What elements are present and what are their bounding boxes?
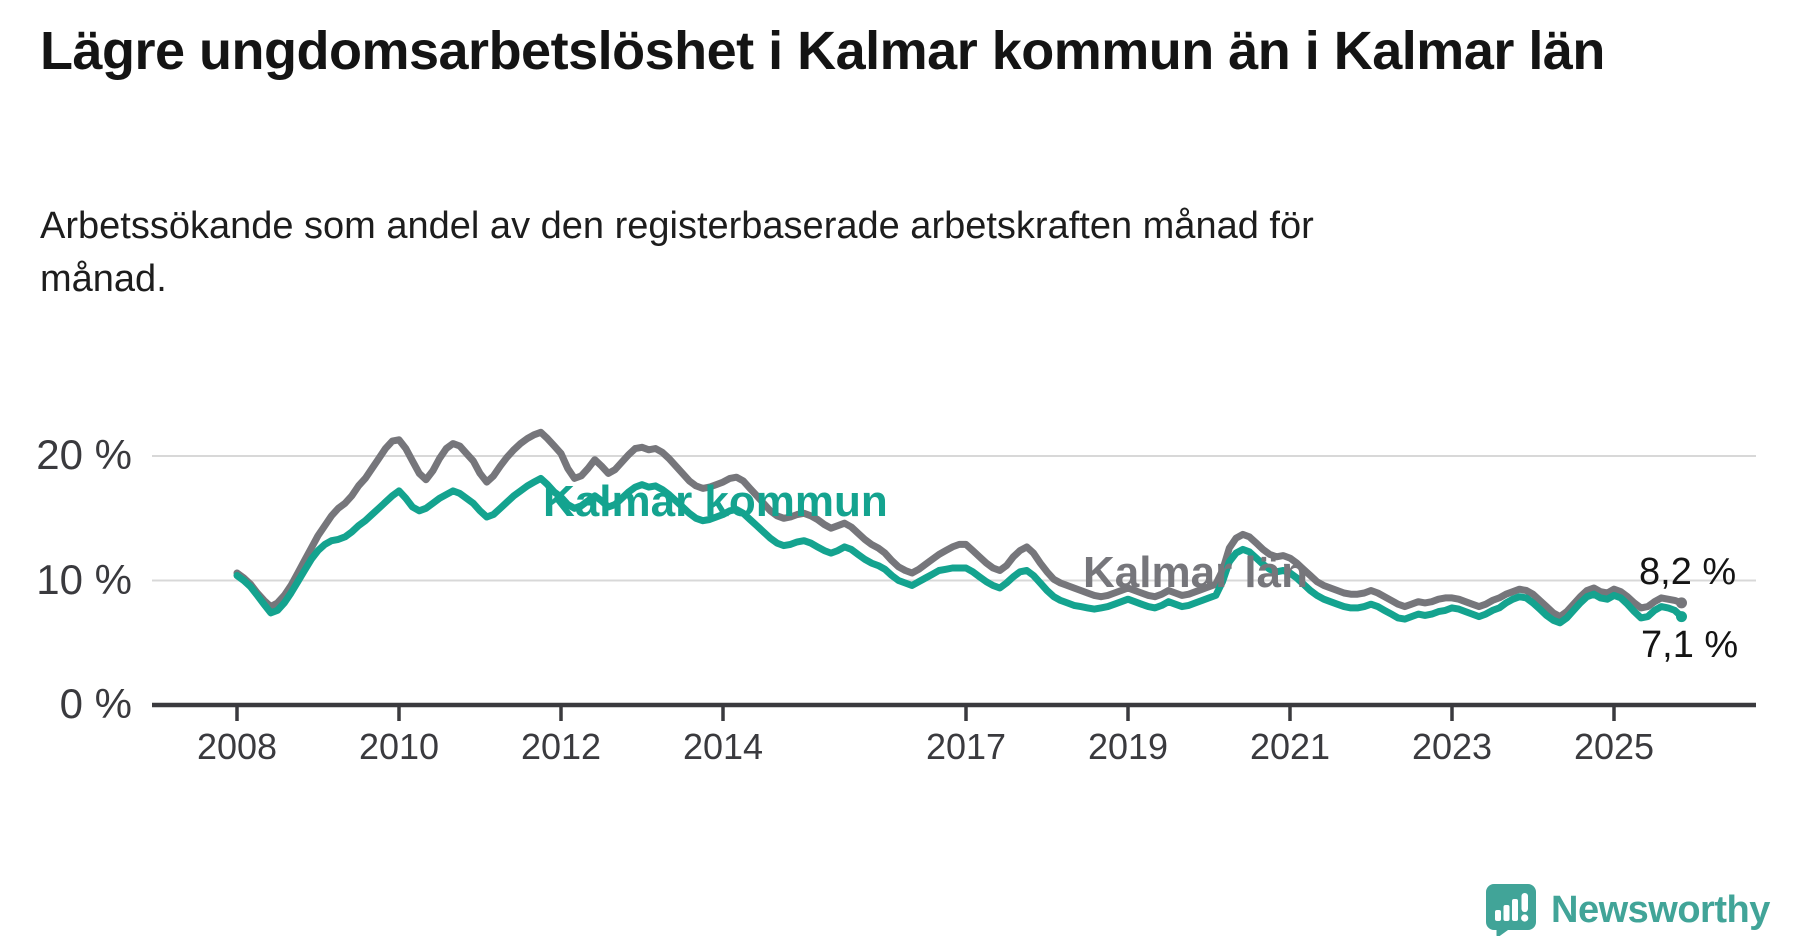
y-axis-label-0: 0 %: [59, 680, 132, 727]
newsworthy-logo-text: Newsworthy: [1551, 888, 1770, 931]
end-value-label-kalmar-lan: 8,2 %: [1639, 551, 1737, 593]
y-axis-label-10: 10 %: [36, 555, 132, 603]
exclamation-dot: [1521, 914, 1529, 922]
x-axis-label-2017: 2017: [925, 726, 1007, 767]
x-axis-label-2014: 2014: [682, 726, 764, 767]
chart-subtitle: Arbetssökande som andel av den registerb…: [40, 205, 1314, 301]
series-line-kalmar-kommun: [233, 474, 1685, 627]
newsworthy-logo: Newsworthy: [1486, 884, 1770, 936]
exclamation-bar: [1521, 893, 1528, 912]
series-label-kalmar-lan: Kalmar län: [1083, 548, 1308, 597]
series-label-kalmar-kommun: Kalmar kommun: [543, 477, 888, 526]
bar-1: [1495, 910, 1501, 921]
bar-2: [1503, 905, 1510, 921]
page-title: Lägre ungdomsarbetslöshet i Kalmar kommu…: [40, 21, 1605, 81]
x-axis-label-2023: 2023: [1411, 726, 1493, 767]
x-axis-label-2008: 2008: [196, 726, 278, 767]
x-axis-label-2025: 2025: [1573, 726, 1655, 767]
series-end-dot-kalmar-lan: [1676, 597, 1687, 609]
newsworthy-logo-icon: [1486, 884, 1536, 936]
series-end-dot-kalmar-kommun: [1676, 611, 1687, 623]
speech-bubble-shape: [1486, 884, 1536, 936]
series-line-kalmar-lan: [233, 428, 1685, 621]
bar-3: [1512, 899, 1518, 921]
end-value-label-kalmar-kommun: 7,1 %: [1641, 624, 1739, 666]
x-axis-label-2010: 2010: [358, 726, 440, 767]
x-axis-label-2012: 2012: [520, 726, 602, 767]
x-axis-label-2021: 2021: [1249, 726, 1331, 767]
x-axis-label-2019: 2019: [1087, 726, 1169, 767]
y-axis-label-20: 20 %: [36, 431, 132, 478]
